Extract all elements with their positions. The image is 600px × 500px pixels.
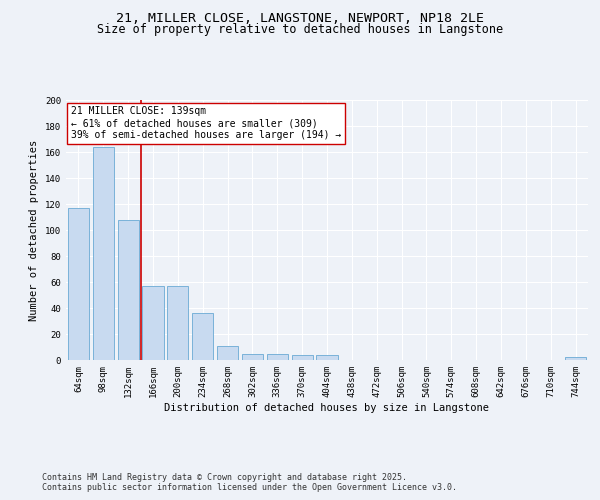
Bar — [565, 358, 586, 360]
Bar — [93, 147, 114, 360]
Bar — [192, 313, 213, 360]
Text: 21, MILLER CLOSE, LANGSTONE, NEWPORT, NP18 2LE: 21, MILLER CLOSE, LANGSTONE, NEWPORT, NP… — [116, 12, 484, 26]
Bar — [242, 354, 263, 360]
Text: 21 MILLER CLOSE: 139sqm
← 61% of detached houses are smaller (309)
39% of semi-d: 21 MILLER CLOSE: 139sqm ← 61% of detache… — [71, 106, 341, 140]
Bar — [68, 208, 89, 360]
Bar — [267, 354, 288, 360]
Text: Size of property relative to detached houses in Langstone: Size of property relative to detached ho… — [97, 24, 503, 36]
X-axis label: Distribution of detached houses by size in Langstone: Distribution of detached houses by size … — [164, 402, 490, 412]
Bar — [217, 346, 238, 360]
Y-axis label: Number of detached properties: Number of detached properties — [29, 140, 40, 320]
Bar — [118, 220, 139, 360]
Bar — [316, 355, 338, 360]
Text: Contains public sector information licensed under the Open Government Licence v3: Contains public sector information licen… — [42, 483, 457, 492]
Text: Contains HM Land Registry data © Crown copyright and database right 2025.: Contains HM Land Registry data © Crown c… — [42, 472, 407, 482]
Bar — [167, 286, 188, 360]
Bar — [292, 355, 313, 360]
Bar — [142, 286, 164, 360]
